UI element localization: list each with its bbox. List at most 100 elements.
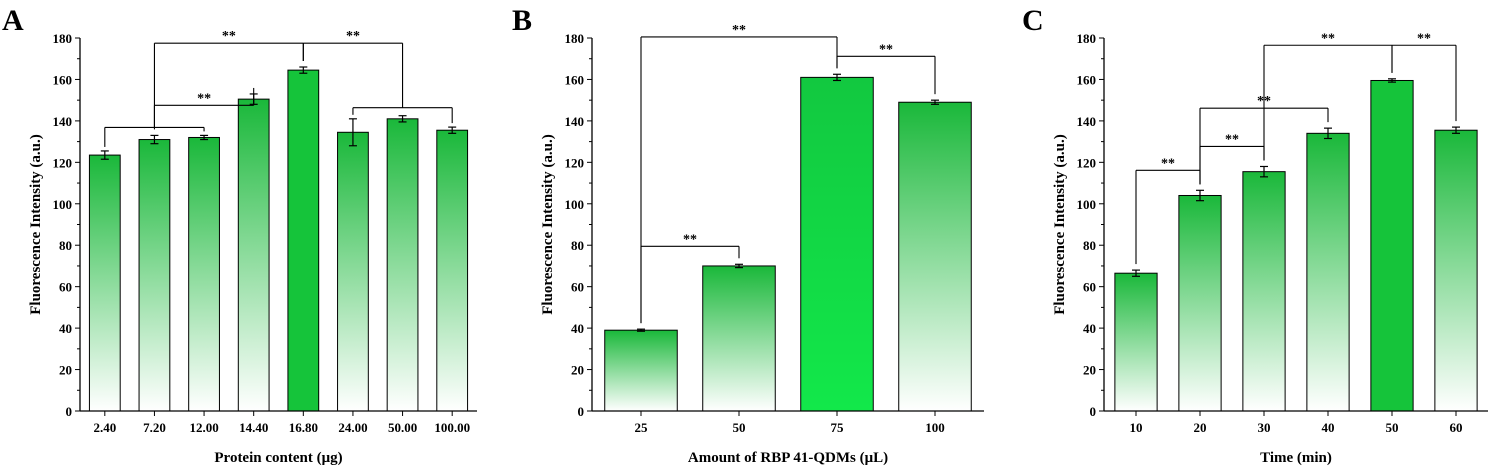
y-tick-label: 40 — [59, 321, 72, 336]
significance-bracket: ** — [104, 87, 255, 147]
y-tick-label: 20 — [571, 363, 584, 378]
y-tick-label: 100 — [565, 197, 585, 212]
significance-bracket: ** — [153, 29, 304, 130]
error-bar-2.40 — [100, 150, 109, 160]
x-tick-label: 40 — [1322, 420, 1335, 435]
y-tick-label: 160 — [1077, 72, 1097, 87]
x-tick-label: 16.80 — [289, 420, 318, 435]
significance-bracket: ** — [836, 42, 936, 95]
significance-label: ** — [1161, 156, 1175, 171]
y-tick-label: 140 — [565, 114, 585, 129]
bar-10 — [1114, 272, 1158, 412]
x-tick-label: 12.00 — [189, 420, 218, 435]
error-bar-75 — [833, 73, 841, 82]
y-tick-label: 160 — [53, 72, 73, 87]
panel-a: A 2.40 7.20 12.00 14.40 16.80 24.00 50.00 100.00… — [2, 4, 477, 466]
y-tick-label: 80 — [1083, 238, 1096, 253]
bar-24.00 — [337, 131, 369, 412]
x-tick-label: 24.00 — [338, 420, 367, 435]
bar-14.40 — [237, 98, 270, 412]
significance-bracket: ** — [1135, 156, 1201, 265]
y-tick-label: 180 — [565, 31, 585, 46]
y-tick-label: 120 — [53, 155, 73, 170]
y-tick-label: 80 — [571, 238, 584, 253]
bar-50 — [1370, 79, 1414, 412]
x-axis-title: Protein content (μg) — [214, 450, 342, 466]
y-tick-label: 180 — [1077, 31, 1097, 46]
bar-16.80 — [287, 69, 320, 412]
error-bar-16.80 — [299, 66, 308, 74]
y-tick-label: 140 — [53, 114, 73, 129]
significance-label: ** — [1225, 132, 1239, 147]
error-bar-100 — [931, 99, 939, 105]
bar-40 — [1306, 132, 1350, 412]
significance-bracket: ** — [640, 23, 838, 324]
error-bar-100.00 — [448, 126, 457, 134]
significance-label: ** — [683, 232, 697, 247]
error-bar-60 — [1452, 126, 1460, 134]
y-tick-label: 160 — [565, 72, 585, 87]
error-bar-50 — [735, 263, 743, 269]
panel-c: C 10 20 30 40 50 60 0 20 40 60 80 100 120 140 160 180 Tim… — [1022, 4, 1488, 466]
panel-letter: C — [1022, 4, 1044, 37]
bar-25 — [604, 329, 678, 412]
y-tick-label: 20 — [59, 363, 72, 378]
y-tick-label: 60 — [1083, 280, 1096, 295]
error-bar-10 — [1132, 269, 1140, 277]
x-tick-label: 50 — [1386, 420, 1399, 435]
error-bar-20 — [1196, 189, 1204, 202]
x-tick-label: 75 — [831, 420, 845, 435]
x-tick-label: 7.20 — [143, 420, 166, 435]
error-bar-30 — [1260, 165, 1268, 178]
x-axis-title: Amount of RBP 41-QDMs (μL) — [688, 450, 888, 466]
panel-b: B 25 50 75 100 0 20 40 60 80 100 120 140 160 180 Amount… — [512, 4, 984, 466]
y-axis-title: Fluorescence Intensity (a.u.) — [28, 134, 44, 315]
bar-60 — [1434, 129, 1478, 412]
y-tick-label: 40 — [1083, 321, 1096, 336]
error-bar-7.20 — [150, 134, 159, 145]
error-bar-24.00 — [348, 118, 357, 147]
bar-100.00 — [436, 129, 469, 412]
x-tick-label: 50.00 — [388, 420, 417, 435]
y-tick-label: 100 — [53, 197, 73, 212]
y-tick-label: 120 — [1077, 155, 1097, 170]
significance-label: ** — [1321, 31, 1335, 46]
bar-50.00 — [386, 118, 419, 412]
x-tick-label: 10 — [1130, 420, 1143, 435]
error-bar-12.00 — [200, 134, 209, 141]
bar-75 — [800, 76, 874, 412]
error-bar-50 — [1388, 78, 1396, 83]
error-bar-50.00 — [398, 115, 407, 123]
y-tick-label: 60 — [571, 280, 584, 295]
bar-20 — [1178, 194, 1222, 412]
y-axis-title: Fluorescence Intensity (a.u.) — [1052, 134, 1068, 315]
error-bar-25 — [637, 328, 645, 332]
y-axis-title: Fluorescence Intensity (a.u.) — [540, 134, 556, 315]
panel-letter: A — [2, 4, 24, 37]
significance-label: ** — [732, 23, 746, 38]
bar-2.40 — [88, 154, 121, 412]
bar-100 — [898, 101, 972, 412]
x-tick-label: 2.40 — [93, 420, 116, 435]
y-tick-label: 0 — [66, 404, 73, 419]
x-tick-label: 14.40 — [239, 420, 268, 435]
panel-letter: B — [512, 4, 532, 37]
x-tick-label: 60 — [1450, 420, 1463, 435]
significance-bracket: ** — [302, 29, 453, 124]
y-tick-label: 100 — [1077, 197, 1097, 212]
x-tick-label: 100.00 — [434, 420, 470, 435]
y-tick-label: 140 — [1077, 114, 1097, 129]
x-tick-label: 30 — [1258, 420, 1271, 435]
y-tick-label: 120 — [565, 155, 585, 170]
y-tick-label: 180 — [53, 31, 73, 46]
error-bar-40 — [1324, 127, 1332, 140]
y-tick-label: 60 — [59, 280, 72, 295]
y-tick-label: 0 — [1090, 404, 1097, 419]
significance-label: ** — [197, 91, 211, 106]
x-tick-label: 20 — [1194, 420, 1207, 435]
bar-30 — [1242, 171, 1286, 412]
significance-label: ** — [879, 42, 893, 57]
y-tick-label: 0 — [578, 404, 585, 419]
significance-label: ** — [222, 29, 236, 44]
